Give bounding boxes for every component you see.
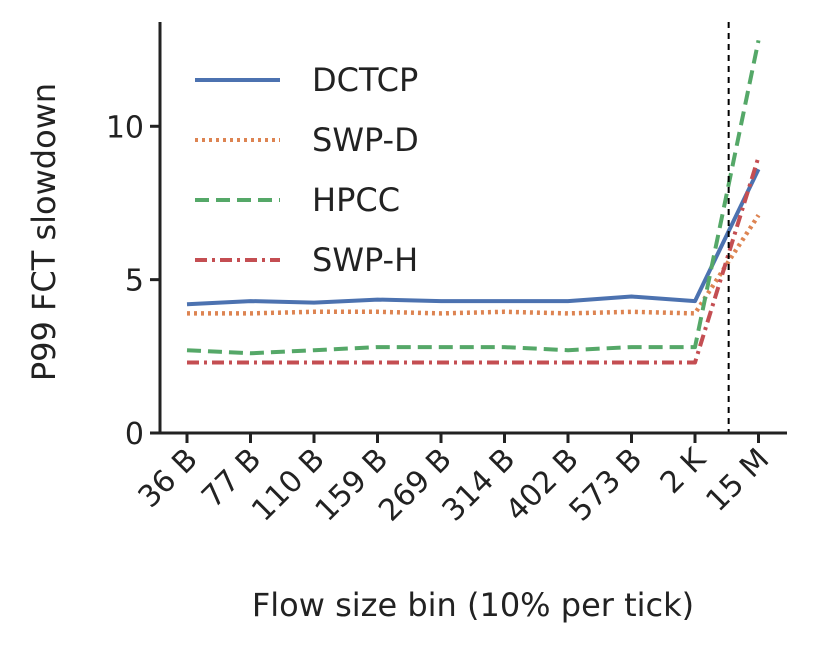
x-tick-label: 402 B: [499, 442, 586, 529]
y-ticks: 0 5 10: [106, 110, 160, 452]
series-line-hpcc: [186, 39, 761, 356]
x-tick-label: 573 B: [563, 442, 650, 529]
series-line-swp-h: [187, 156, 761, 365]
x-axis-title: Flow size bin (10% per tick): [252, 586, 694, 624]
x-tick-label: 314 B: [436, 442, 523, 529]
x-tick-label: 269 B: [372, 442, 459, 529]
y-tick-label: 10: [106, 110, 144, 145]
plot-lines: [186, 39, 761, 365]
y-axis-title: P99 FCT slowdown: [25, 83, 63, 381]
series-line-swp-d: [187, 213, 761, 316]
legend: DCTCP SWP-D HPCC SWP-H: [195, 61, 419, 279]
legend-label-dctcp: DCTCP: [312, 61, 418, 99]
legend-label-swp-h: SWP-H: [312, 241, 418, 279]
x-tick-label: 36 B: [132, 442, 205, 515]
x-tick-label: 159 B: [309, 442, 396, 529]
legend-label-swp-d: SWP-D: [312, 121, 419, 159]
series-line-dctcp: [186, 168, 761, 307]
x-tick-label: 15 M: [699, 442, 776, 519]
x-tick-label: 110 B: [245, 442, 332, 529]
y-tick-label: 5: [125, 264, 144, 299]
legend-label-hpcc: HPCC: [312, 181, 400, 219]
y-tick-label: 0: [125, 417, 144, 452]
